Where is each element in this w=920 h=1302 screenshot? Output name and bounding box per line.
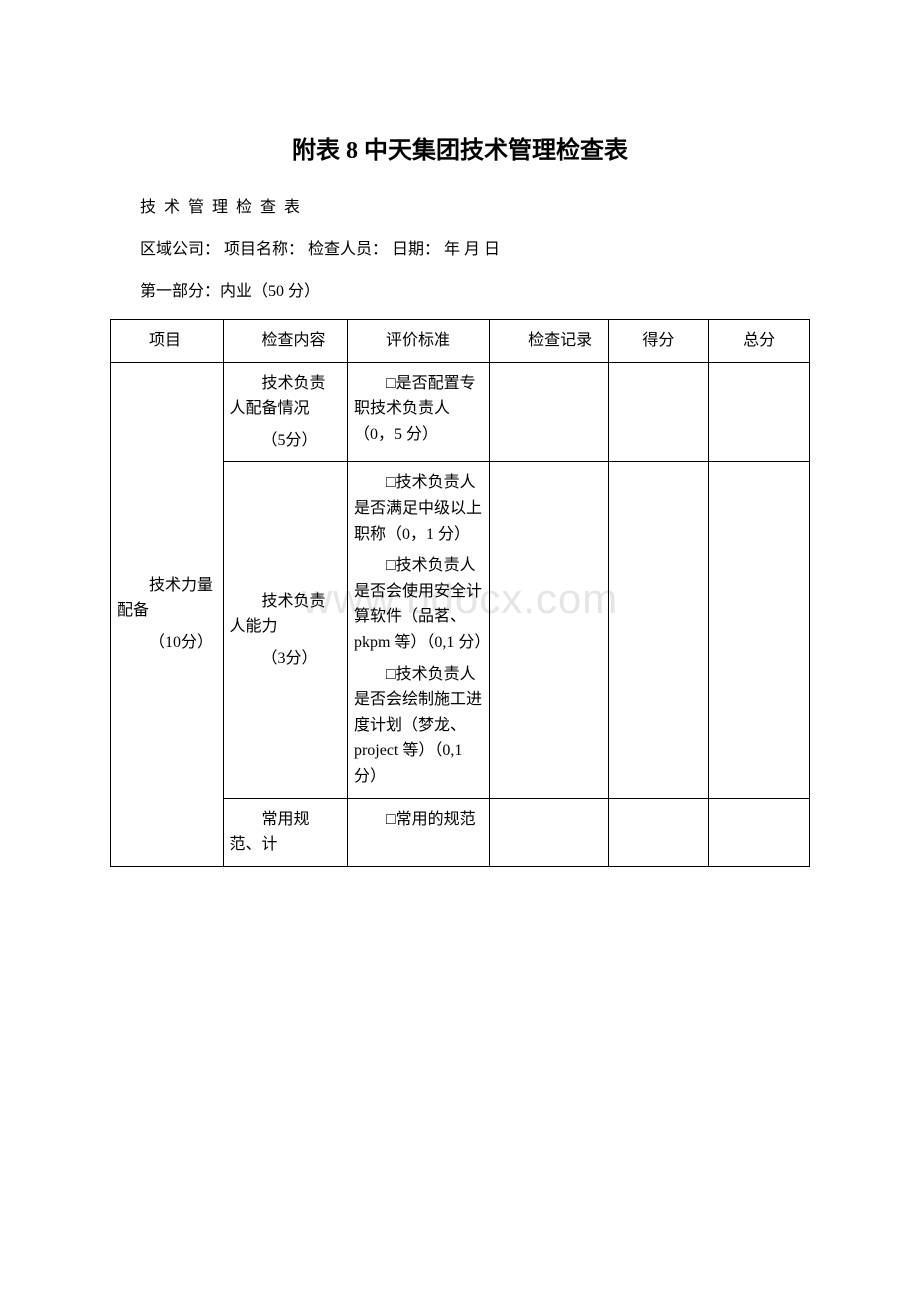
cell-text: （5分） xyxy=(230,428,341,454)
table-header-row: 项目 检查内容 评价标准 检查记录 得分 总分 xyxy=(111,320,810,363)
header-project: 项目 xyxy=(111,320,224,363)
header-score: 得分 xyxy=(608,320,709,363)
cell-eval-standard: □技术负责人是否满足中级以上职称（0，1 分） □技术负责人是否会使用安全计算软… xyxy=(347,462,489,798)
document-title: 附表 8 中天集团技术管理检查表 xyxy=(110,130,810,165)
section-heading: 第一部分：内业（50 分） xyxy=(110,277,810,301)
cell-text: □是否配置专职技术负责人（0，5 分） xyxy=(354,371,483,448)
cell-check-content: 技术负责人配备情况 （5分） xyxy=(223,362,347,462)
header-eval-standard: 评价标准 xyxy=(347,320,489,363)
cell-check-content: 常用规范、计 xyxy=(223,798,347,866)
cell-text: □技术负责人是否会绘制施工进度计划（梦龙、project 等）（0,1 分） xyxy=(354,662,483,790)
cell-text: 常用规范、计 xyxy=(230,807,341,858)
header-check-content: 检查内容 xyxy=(223,320,347,363)
cell-score xyxy=(608,462,709,798)
cell-text: 技术负责人能力 xyxy=(230,589,341,640)
cell-check-record xyxy=(490,462,608,798)
cell-total xyxy=(709,798,810,866)
cell-score xyxy=(608,798,709,866)
cell-text: □常用的规范 xyxy=(354,807,483,833)
cell-total xyxy=(709,362,810,462)
cell-check-record xyxy=(490,362,608,462)
cell-eval-standard: □常用的规范 xyxy=(347,798,489,866)
cell-text: （10分） xyxy=(117,630,217,656)
table-row: 技术力量配备 （10分） 技术负责人配备情况 （5分） □是否配置专职技术负责人… xyxy=(111,362,810,462)
cell-text: 技术力量配备 xyxy=(117,573,217,624)
cell-text: □技术负责人是否会使用安全计算软件（品茗、pkpm 等）（0,1 分） xyxy=(354,553,483,655)
inspection-table: 项目 检查内容 评价标准 检查记录 得分 总分 技术力量配备 （10分） 技术负… xyxy=(110,319,810,867)
cell-check-record xyxy=(490,798,608,866)
cell-score xyxy=(608,362,709,462)
cell-text: 技术负责人配备情况 xyxy=(230,371,341,422)
cell-project-category: 技术力量配备 （10分） xyxy=(111,362,224,866)
cell-eval-standard: □是否配置专职技术负责人（0，5 分） xyxy=(347,362,489,462)
spaced-header: 技 术 管 理 检 查 表 xyxy=(110,193,810,217)
header-total: 总分 xyxy=(709,320,810,363)
meta-info-line: 区域公司： 项目名称： 检查人员： 日期： 年 月 日 xyxy=(110,235,810,259)
cell-total xyxy=(709,462,810,798)
header-check-record: 检查记录 xyxy=(490,320,608,363)
cell-text: （3分） xyxy=(230,646,341,672)
cell-check-content: 技术负责人能力 （3分） xyxy=(223,462,347,798)
cell-text: □技术负责人是否满足中级以上职称（0，1 分） xyxy=(354,470,483,547)
